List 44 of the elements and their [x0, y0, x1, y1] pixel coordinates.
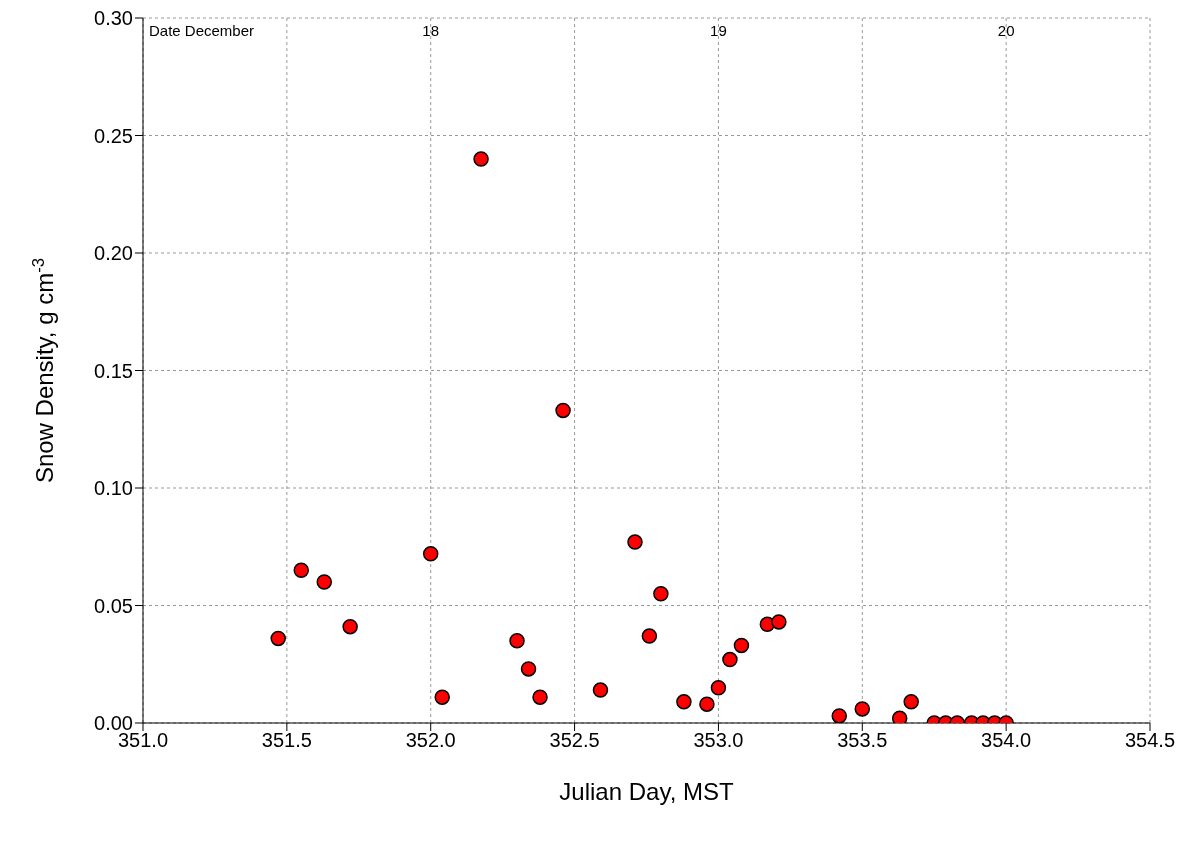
x2-tick-label: 18 [422, 22, 440, 39]
point [509, 633, 525, 649]
point [520, 661, 537, 677]
point [270, 630, 286, 647]
x-tick-label: 354.5 [1124, 729, 1176, 752]
x2-tick-label: 19 [710, 22, 727, 39]
point [473, 151, 489, 167]
y-tick-label: 0.30 [94, 7, 133, 30]
x-tick-label: 353.0 [693, 729, 744, 752]
point [831, 708, 848, 723]
point [854, 701, 871, 717]
x-axis-title: Julian Day, MST [559, 778, 734, 805]
x-tick-label: 352.0 [405, 729, 456, 752]
point [722, 651, 738, 668]
point [676, 694, 692, 710]
point [592, 682, 609, 698]
x-tick-label: 351.0 [117, 729, 169, 752]
x-tick-label: 353.5 [837, 729, 888, 752]
point [627, 534, 643, 550]
point [733, 637, 750, 654]
y-tick-label: 0.15 [94, 359, 133, 382]
point [641, 628, 658, 644]
x-tick-label: 351.5 [261, 729, 312, 752]
point [434, 689, 450, 705]
point [903, 694, 919, 710]
point [653, 586, 669, 602]
x2-tick-label: 20 [997, 22, 1015, 39]
x2-axis-title: Date December [149, 22, 255, 39]
y-tick-label: 0.05 [94, 594, 133, 617]
y-tick-label: 0.10 [94, 477, 133, 500]
point [771, 614, 787, 630]
point [710, 680, 727, 696]
x-tick-label: 352.5 [549, 729, 600, 752]
point [316, 574, 333, 590]
y-tick-label: 0.25 [94, 124, 133, 147]
point [532, 689, 548, 705]
point [555, 402, 571, 419]
y-tick-label: 0.20 [94, 242, 133, 265]
point [342, 618, 358, 635]
x-tick-label: 354.0 [981, 729, 1032, 752]
point [422, 546, 439, 562]
point [293, 562, 309, 578]
point [891, 710, 908, 723]
point [699, 696, 715, 712]
